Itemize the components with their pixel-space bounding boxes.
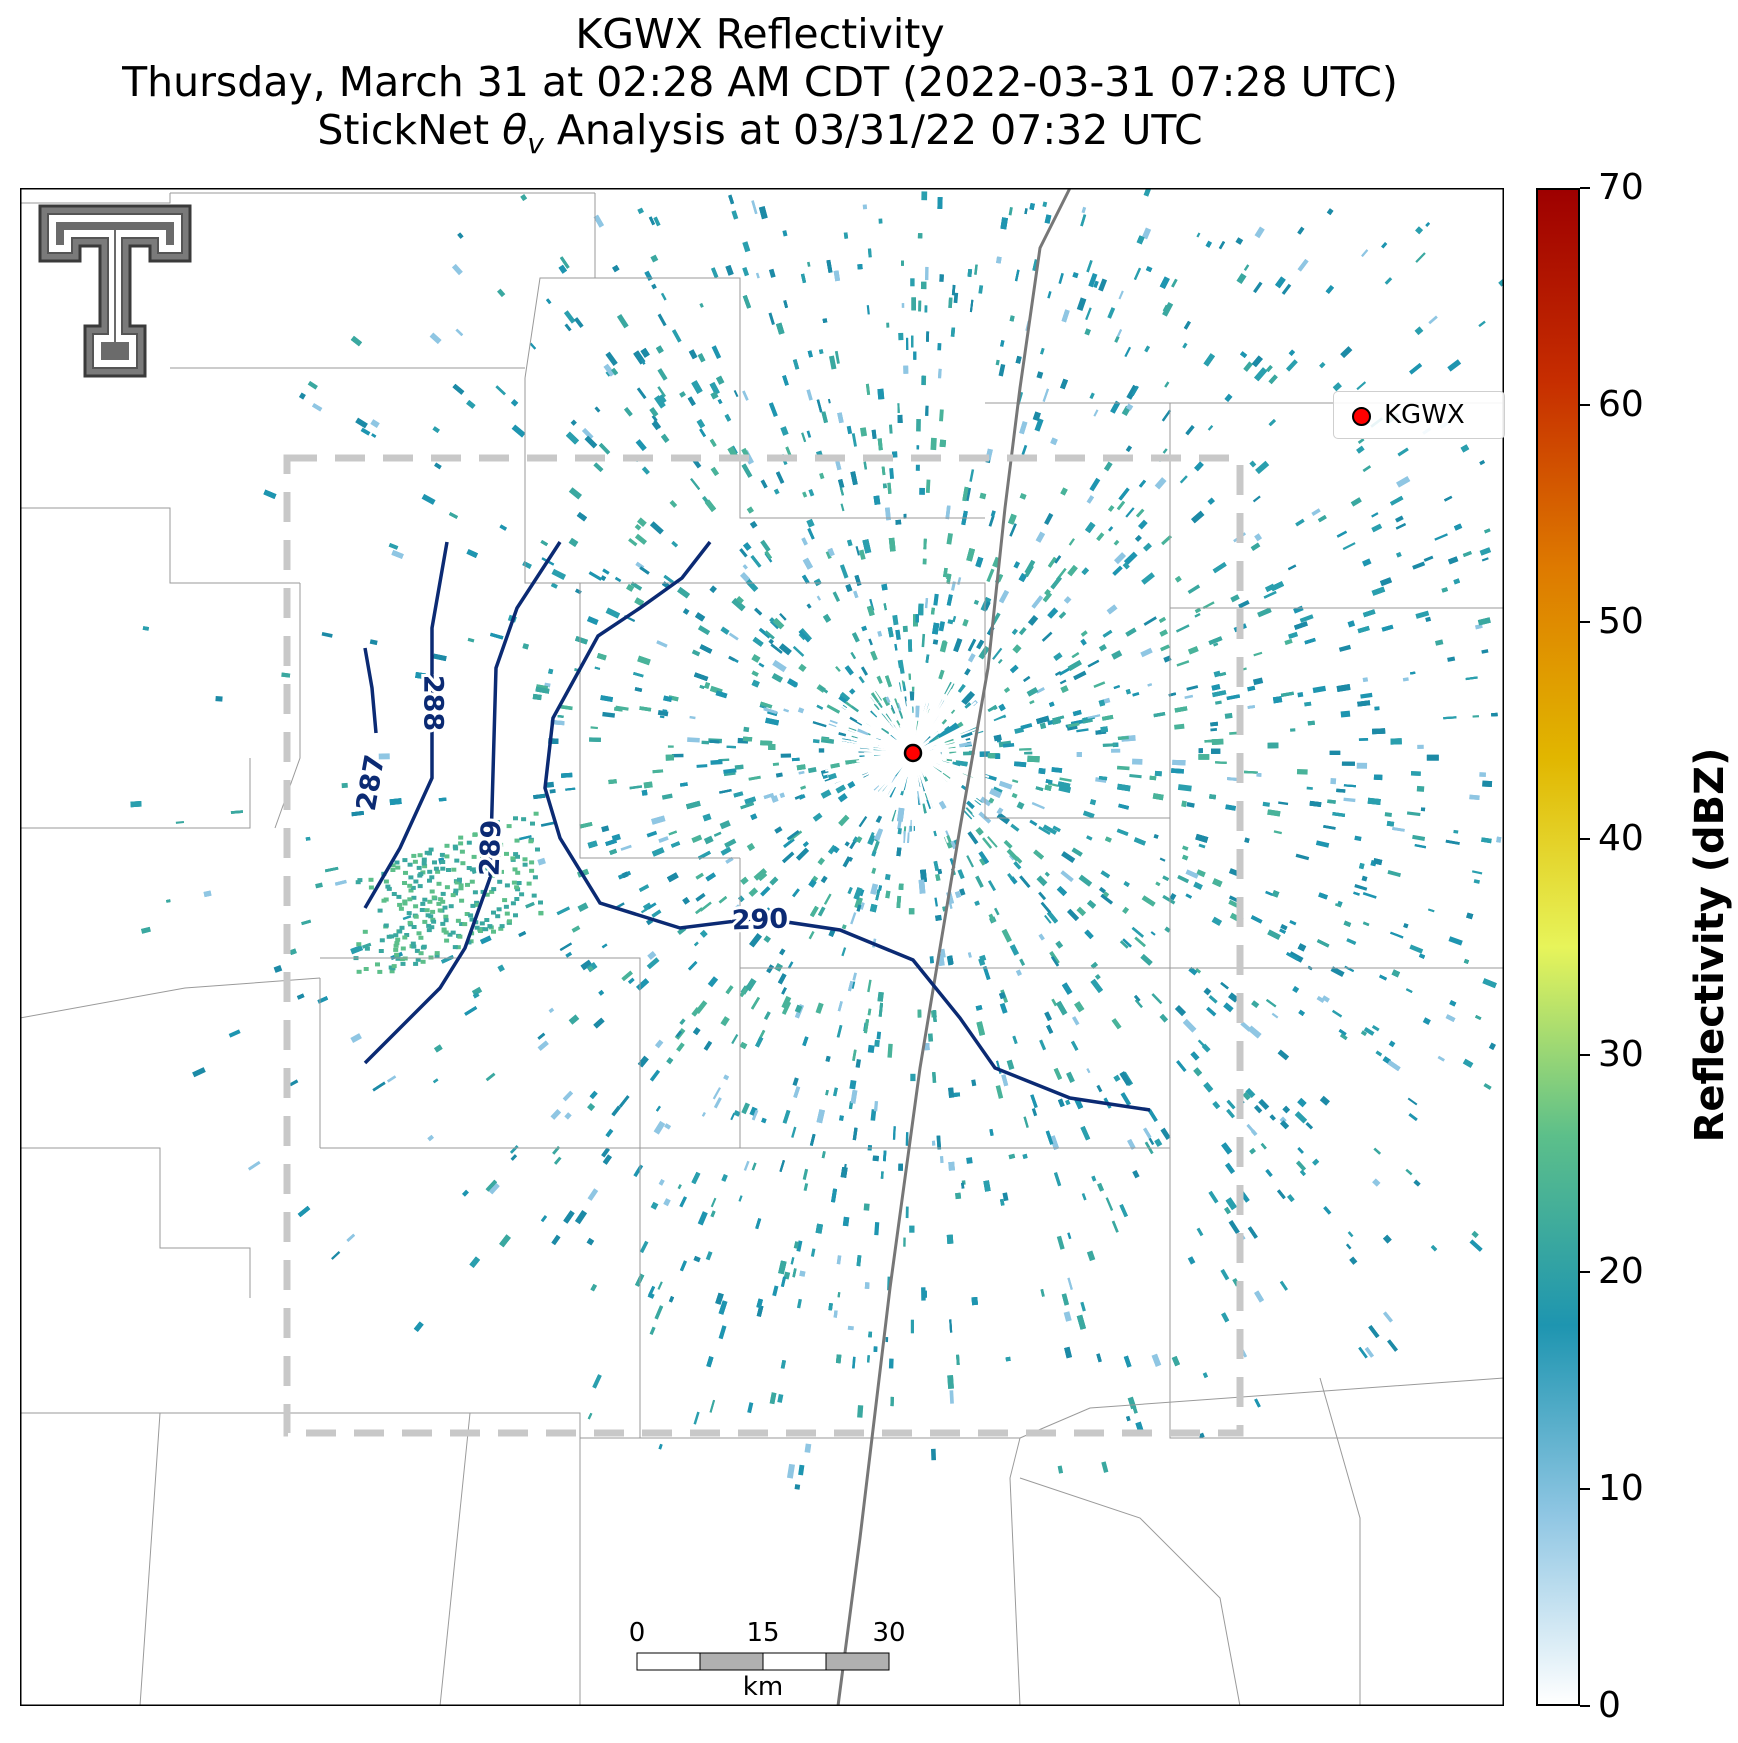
- theta-v-contours: 287 288 289 290: [348, 540, 1151, 1112]
- colorbar-tick-label: 40: [1598, 817, 1644, 859]
- scale-unit: km: [742, 1672, 784, 1702]
- county-boundaries: [20, 192, 1504, 1706]
- contour-line-0: [363, 647, 378, 734]
- theta-symbol: θ: [502, 106, 528, 154]
- colorbar-tick-mark: [1580, 1271, 1590, 1274]
- title-line-3: StickNet θv Analysis at 03/31/22 07:32 U…: [317, 106, 1203, 161]
- colorbar-tick-label: 50: [1598, 600, 1644, 642]
- colorbar-title: Reflectivity (dBZ): [1687, 747, 1733, 1143]
- contour-line-2: [363, 541, 562, 1065]
- contour-line-1: [363, 541, 449, 909]
- scale-tick-30: 30: [872, 1618, 906, 1648]
- radar-map-canvas: 287 288 289 290: [20, 188, 1504, 1706]
- scale-tick-15: 15: [746, 1618, 780, 1648]
- analysis-domain-box: [283, 454, 1244, 1437]
- legend: KGWX: [1333, 391, 1505, 439]
- contour-label-289: 289: [475, 819, 508, 876]
- colorbar: [1536, 188, 1580, 1706]
- legend-marker-icon: [1352, 407, 1371, 426]
- colorbar-tick-label: 30: [1598, 1034, 1644, 1076]
- colorbar-tick-mark: [1580, 1488, 1590, 1491]
- colorbar-tick-mark: [1580, 620, 1590, 623]
- colorbar-tick-label: 60: [1598, 383, 1644, 425]
- contour-line-3: [543, 540, 1151, 1112]
- reflectivity-layer: [130, 188, 1504, 1490]
- scale-bar: [636, 1652, 890, 1671]
- colorbar-tick-mark: [1580, 1705, 1590, 1707]
- colorbar-tick-mark: [1580, 837, 1590, 840]
- texas-tech-double-t-logo: [38, 204, 192, 378]
- colorbar-tick-label: 70: [1598, 167, 1644, 208]
- interstate-highway: [836, 188, 1072, 1706]
- colorbar-tick-label: 20: [1598, 1251, 1644, 1293]
- colorbar-tick-label: 0: [1598, 1685, 1621, 1726]
- radar-map[interactable]: 287 288 289 290 KGWX 0 15 30 km: [20, 188, 1505, 1706]
- scale-tick-0: 0: [628, 1618, 646, 1648]
- colorbar-tick-mark: [1580, 1054, 1590, 1057]
- colorbar-tick-label: 10: [1598, 1468, 1644, 1510]
- contour-label-287: 287: [351, 752, 391, 813]
- colorbar-tick-mark: [1580, 187, 1590, 189]
- colorbar-tick-mark: [1580, 403, 1590, 406]
- title-line-1: KGWX Reflectivity: [575, 10, 945, 58]
- legend-label: KGWX: [1384, 400, 1465, 430]
- contour-label-288: 288: [418, 675, 449, 731]
- kgwx-radar-site[interactable]: [903, 743, 923, 763]
- map-title: KGWX Reflectivity Thursday, March 31 at …: [0, 10, 1520, 168]
- title-line-2: Thursday, March 31 at 02:28 AM CDT (2022…: [122, 58, 1398, 106]
- contour-label-290: 290: [731, 904, 788, 937]
